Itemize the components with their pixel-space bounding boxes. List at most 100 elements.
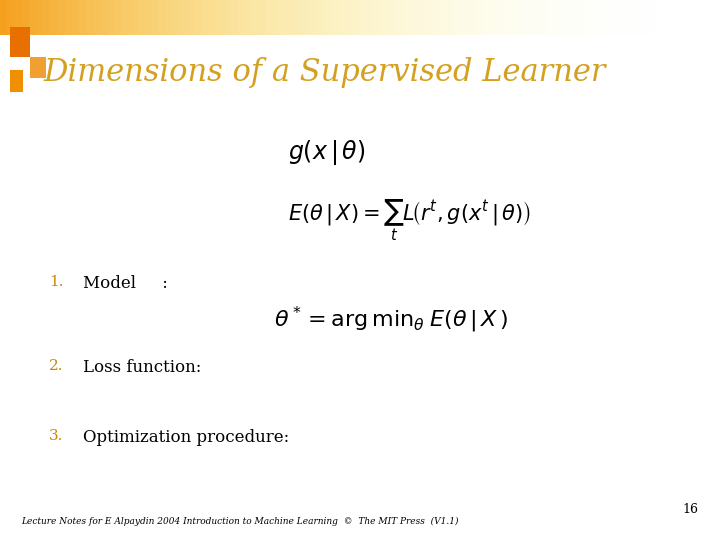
Bar bbox=[238, 0, 245, 35]
Bar bbox=[554, 0, 562, 35]
Bar bbox=[216, 0, 223, 35]
Bar bbox=[36, 0, 43, 35]
Bar bbox=[10, 27, 30, 57]
Bar bbox=[382, 0, 389, 35]
Bar bbox=[598, 0, 605, 35]
Bar bbox=[518, 0, 526, 35]
Bar bbox=[29, 0, 36, 35]
Bar bbox=[10, 70, 23, 92]
Bar bbox=[252, 0, 259, 35]
Bar bbox=[101, 0, 108, 35]
Bar bbox=[144, 0, 151, 35]
Bar bbox=[259, 0, 266, 35]
Bar bbox=[202, 0, 209, 35]
Bar bbox=[612, 0, 619, 35]
Bar bbox=[324, 0, 331, 35]
Bar bbox=[65, 0, 72, 35]
Text: 3.: 3. bbox=[49, 429, 63, 443]
Bar bbox=[158, 0, 166, 35]
Bar bbox=[230, 0, 238, 35]
Bar bbox=[331, 0, 338, 35]
Bar bbox=[367, 0, 374, 35]
Bar bbox=[151, 0, 158, 35]
Bar bbox=[425, 0, 432, 35]
Bar bbox=[58, 0, 65, 35]
Bar bbox=[166, 0, 173, 35]
Bar bbox=[432, 0, 439, 35]
Bar bbox=[454, 0, 461, 35]
Bar bbox=[677, 0, 684, 35]
Bar bbox=[43, 0, 50, 35]
Text: Model     :: Model : bbox=[83, 275, 168, 292]
Text: 16: 16 bbox=[683, 503, 698, 516]
Bar bbox=[533, 0, 540, 35]
Bar bbox=[180, 0, 187, 35]
Bar bbox=[7, 0, 14, 35]
Bar bbox=[446, 0, 454, 35]
Bar bbox=[317, 0, 324, 35]
Bar bbox=[590, 0, 598, 35]
Bar bbox=[662, 0, 670, 35]
Bar bbox=[338, 0, 346, 35]
Text: $g(x\,|\,\theta)$: $g(x\,|\,\theta)$ bbox=[288, 138, 365, 167]
Bar bbox=[468, 0, 475, 35]
Bar bbox=[396, 0, 403, 35]
Bar bbox=[389, 0, 396, 35]
Text: Optimization procedure:: Optimization procedure: bbox=[83, 429, 289, 446]
Bar bbox=[22, 0, 29, 35]
Bar bbox=[310, 0, 317, 35]
Bar bbox=[86, 0, 94, 35]
Bar bbox=[562, 0, 569, 35]
Bar bbox=[302, 0, 310, 35]
Bar bbox=[504, 0, 511, 35]
Bar bbox=[137, 0, 144, 35]
Bar bbox=[130, 0, 137, 35]
Bar bbox=[79, 0, 86, 35]
Bar bbox=[14, 0, 22, 35]
Bar bbox=[266, 0, 274, 35]
Bar bbox=[490, 0, 497, 35]
Text: $\theta^* = \mathrm{arg\,min}_{\theta}\; E(\theta\,|\,X\,)$: $\theta^* = \mathrm{arg\,min}_{\theta}\;… bbox=[274, 305, 508, 335]
Bar bbox=[634, 0, 641, 35]
Bar bbox=[418, 0, 425, 35]
Bar bbox=[108, 0, 115, 35]
Bar bbox=[346, 0, 353, 35]
Bar bbox=[475, 0, 482, 35]
Bar bbox=[410, 0, 418, 35]
Text: 1.: 1. bbox=[49, 275, 63, 289]
Bar bbox=[295, 0, 302, 35]
Bar bbox=[482, 0, 490, 35]
Bar bbox=[655, 0, 662, 35]
Bar bbox=[439, 0, 446, 35]
Bar bbox=[274, 0, 281, 35]
Bar bbox=[706, 0, 713, 35]
Bar bbox=[223, 0, 230, 35]
Bar bbox=[245, 0, 252, 35]
Bar bbox=[698, 0, 706, 35]
Bar bbox=[684, 0, 691, 35]
Text: $E(\theta\,|\,X) = \sum_t L\!\left(r^t, g(x^t\,|\,\theta)\right)$: $E(\theta\,|\,X) = \sum_t L\!\left(r^t, … bbox=[288, 197, 531, 242]
Bar bbox=[605, 0, 612, 35]
Bar bbox=[626, 0, 634, 35]
Bar bbox=[540, 0, 547, 35]
Bar bbox=[288, 0, 295, 35]
Bar bbox=[360, 0, 367, 35]
Bar bbox=[194, 0, 202, 35]
Bar bbox=[187, 0, 194, 35]
Bar bbox=[461, 0, 468, 35]
Bar bbox=[353, 0, 360, 35]
Bar bbox=[72, 0, 79, 35]
Bar bbox=[50, 0, 58, 35]
Bar bbox=[173, 0, 180, 35]
Bar bbox=[641, 0, 648, 35]
Bar bbox=[122, 0, 130, 35]
Bar bbox=[691, 0, 698, 35]
Text: Lecture Notes for E Alpaydin 2004 Introduction to Machine Learning  ©  The MIT P: Lecture Notes for E Alpaydin 2004 Introd… bbox=[22, 517, 459, 526]
Bar bbox=[0, 0, 7, 35]
Bar bbox=[569, 0, 576, 35]
Text: Dimensions of a Supervised Learner: Dimensions of a Supervised Learner bbox=[43, 57, 606, 87]
Bar bbox=[209, 0, 216, 35]
Bar bbox=[576, 0, 583, 35]
Bar bbox=[648, 0, 655, 35]
Bar bbox=[583, 0, 590, 35]
